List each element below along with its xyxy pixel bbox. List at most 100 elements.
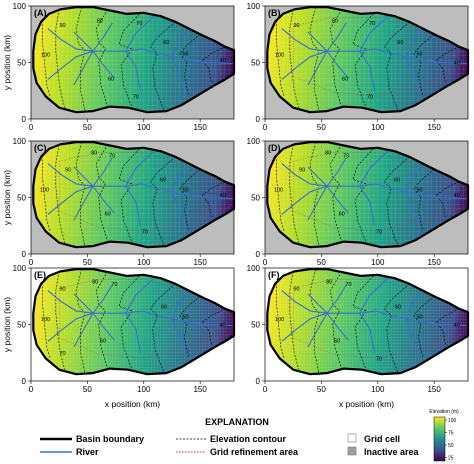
contour-label: 90 [294, 23, 300, 29]
elevation-contour [201, 308, 226, 345]
y-tick-label: 0 [256, 250, 261, 259]
y-tick-label: 50 [251, 194, 260, 203]
elevation-contour [330, 144, 342, 242]
contour-label: 40 [220, 323, 226, 329]
river [47, 163, 94, 187]
contour-label: 60 [161, 304, 167, 310]
panel-f: 100 90 80 70 60 50 40 60 70 (F) 0 50 100 0 50 100 150 [247, 264, 470, 394]
x-tick-label: 150 [427, 385, 441, 394]
colorbar-ramp [433, 416, 446, 462]
y-tick-label: 0 [22, 115, 27, 124]
y-tick-label: 100 [13, 264, 27, 273]
elevation-contour [435, 308, 460, 345]
panel-label: (B) [268, 8, 281, 18]
legend-swatch-inactive-area [347, 446, 357, 456]
legend-item-river: River [40, 447, 99, 457]
river [405, 163, 424, 193]
elevation-contour [289, 144, 300, 243]
x-tick-label: 50 [317, 123, 326, 132]
contour-label: 60 [100, 338, 106, 344]
river [281, 312, 328, 342]
river [359, 276, 390, 314]
elevation-contour [309, 7, 320, 112]
river [73, 166, 235, 200]
river [92, 284, 113, 314]
x-tick-label: 150 [193, 123, 207, 132]
contour-label: 70 [367, 94, 373, 100]
elevation-contour [309, 142, 320, 247]
river [47, 50, 94, 80]
x-tick-label: 0 [263, 123, 268, 132]
contour-label: 80 [97, 19, 103, 25]
elevation-contours [41, 142, 226, 247]
river [47, 185, 94, 215]
contour-label: 90 [60, 23, 66, 29]
contour-label: 60 [394, 177, 400, 183]
x-axis-label: x position (km) [105, 399, 160, 409]
y-tick-label: 100 [13, 137, 27, 146]
river [47, 312, 94, 342]
contour-label: 70 [111, 282, 117, 288]
contour-label: 80 [92, 280, 98, 286]
contour-label: 90 [65, 167, 71, 173]
river [73, 293, 235, 327]
x-tick-label: 100 [137, 385, 151, 394]
panel-e: 100 90 80 70 60 50 40 60 70 (E) 0 50 100 0 50 100 150 [13, 264, 236, 394]
river [125, 149, 156, 187]
elevation-contours [41, 269, 226, 374]
elevation-contour [75, 142, 86, 247]
river [326, 284, 347, 314]
contour-label: 60 [342, 76, 348, 82]
legend-label-elevation-contour: Elevation contour [210, 434, 287, 444]
elevation-contour [352, 275, 374, 371]
contour-label: 60 [105, 211, 111, 217]
river [307, 185, 328, 221]
colorbar-ticks: 100 75 50 25 [445, 418, 457, 462]
legend-label-grid-refinement-area: Grid refinement area [210, 447, 299, 457]
river [125, 185, 141, 226]
contour-label: 70 [343, 154, 349, 160]
contour-label: 70 [133, 94, 139, 100]
contour-label: 80 [326, 280, 332, 286]
panel-label: (F) [268, 270, 280, 280]
river [47, 28, 94, 52]
elevation-contours [275, 7, 460, 112]
elevation-contour [352, 148, 374, 244]
river [125, 14, 156, 52]
elevation-contour [275, 152, 285, 232]
contour-label: 40 [454, 323, 460, 329]
elevation-contour [41, 17, 51, 97]
legend-item-basin-boundary: Basin boundary [40, 434, 144, 444]
y-tick-label: 100 [13, 2, 27, 11]
elevation-contour [118, 13, 140, 109]
colorbar-tick-label: 100 [448, 418, 457, 424]
elevation-contour [309, 269, 320, 374]
river [359, 149, 390, 187]
x-tick-label: 100 [137, 258, 151, 267]
river [73, 312, 94, 348]
y-tick-label: 50 [17, 59, 26, 68]
panel-d: 100 90 80 70 60 50 40 60 70 (D) 0 50 100 0 50 100 150 [247, 137, 470, 267]
river [307, 31, 469, 65]
elevation-contour [118, 275, 140, 371]
panel-label: (A) [34, 8, 47, 18]
river [359, 312, 375, 353]
elevation-contour [41, 152, 51, 232]
y-tick-label: 50 [17, 321, 26, 330]
river [281, 28, 328, 52]
elevation-contour [413, 296, 435, 359]
contour-label: 40 [454, 61, 460, 67]
contour-label: 80 [332, 19, 338, 25]
elevation-contour [201, 46, 226, 83]
river [326, 22, 347, 52]
river [326, 157, 347, 187]
river [171, 290, 190, 320]
river [171, 28, 190, 58]
contour-label: 50 [182, 188, 188, 194]
elevation-contours [41, 7, 226, 112]
panels: 100 90 80 70 60 50 40 60 70 (A) 0 50 100 0 50 100 150 100… [13, 2, 470, 394]
x-tick-label: 100 [371, 385, 385, 394]
grid-refinement-area [292, 279, 466, 359]
y-tick-label: 0 [22, 377, 27, 386]
contour-label: 50 [416, 51, 422, 57]
